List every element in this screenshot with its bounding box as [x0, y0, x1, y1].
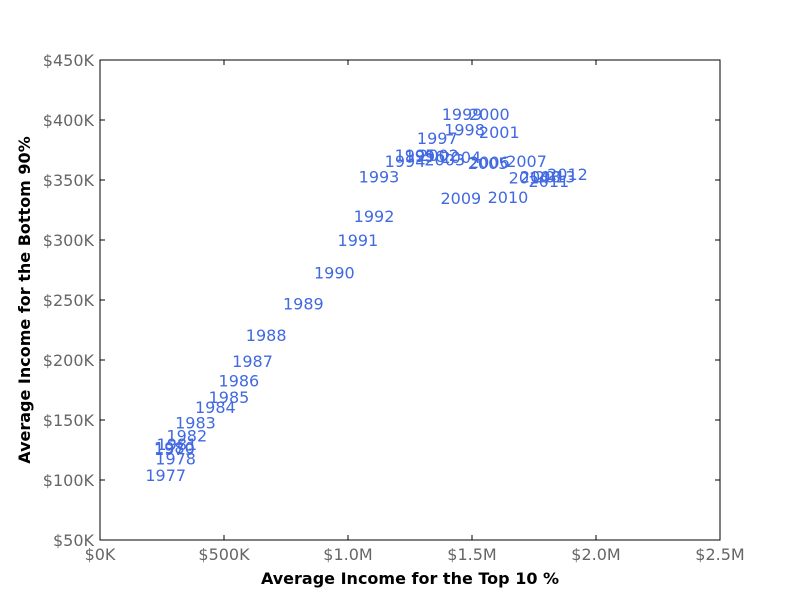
data-point-label: 2004 — [440, 148, 481, 167]
y-tick-label: $150K — [43, 411, 95, 430]
data-point-label: 1991 — [338, 231, 379, 250]
data-point-label: 1980 — [154, 439, 195, 458]
data-point-label: 1982 — [166, 427, 207, 446]
data-point-labels: 1977197819791980198119821983198419851986… — [145, 105, 587, 485]
data-point-label: 1997 — [417, 129, 458, 148]
data-point-label: 1988 — [246, 326, 287, 345]
data-point-label: 2013 — [535, 167, 576, 186]
x-tick-label: $1.5M — [447, 545, 496, 564]
data-point-label: 1985 — [209, 388, 250, 407]
data-point-label: 1993 — [359, 167, 400, 186]
y-tick-label: $200K — [43, 351, 95, 370]
x-tick-label: $1.0M — [323, 545, 372, 564]
data-point-label: 1995 — [395, 146, 436, 165]
data-point-label: 1992 — [354, 207, 395, 226]
data-point-label: 2007 — [506, 152, 547, 171]
x-axis-title: Average Income for the Top 10 % — [261, 569, 559, 588]
data-point-label: 1990 — [314, 263, 355, 282]
data-point-label: 2011 — [529, 172, 570, 191]
data-point-label: 1986 — [219, 371, 260, 390]
y-tick-label: $100K — [43, 471, 95, 490]
data-point-label: 2001 — [479, 123, 520, 142]
data-point-label: 2005 — [468, 154, 509, 173]
y-tick-label: $250K — [43, 291, 95, 310]
data-point-label: 2010 — [488, 188, 529, 207]
y-tick-label: $350K — [43, 171, 95, 190]
data-point-label: 2003 — [424, 151, 465, 170]
data-point-label: 1983 — [175, 413, 216, 432]
data-point-label: 2000 — [469, 105, 510, 124]
data-point-label: 1979 — [154, 440, 195, 459]
data-point-label: 1999 — [442, 105, 483, 124]
data-point-label: 2009 — [440, 189, 481, 208]
x-tick-label: $0K — [85, 545, 116, 564]
data-point-label: 2006 — [469, 153, 510, 172]
y-tick-label: $50K — [53, 531, 95, 550]
x-tick-label: $2.5M — [695, 545, 744, 564]
y-tick-label: $300K — [43, 231, 95, 250]
y-tick-label: $400K — [43, 111, 95, 130]
data-point-label: 1977 — [145, 466, 186, 485]
data-point-label: 1978 — [155, 449, 196, 468]
data-point-label: 1981 — [157, 435, 198, 454]
x-tick-label: $2.0M — [571, 545, 620, 564]
data-point-label: 1984 — [195, 398, 236, 417]
data-point-label: 2014 — [509, 169, 550, 188]
data-point-label: 1989 — [283, 295, 324, 314]
data-point-label: 1998 — [444, 121, 485, 140]
data-point-label: 2012 — [547, 165, 588, 184]
data-point-label: 1987 — [232, 352, 273, 371]
data-point-label: 1994 — [385, 152, 426, 171]
y-tick-label: $450K — [43, 51, 95, 70]
data-point-label: 1996 — [405, 147, 446, 166]
x-tick-label: $500K — [198, 545, 250, 564]
axis-tick-labels: $0K $500K $1.0M $1.5M $2.0M $2.5M $50K $100K $15… — [43, 51, 745, 564]
plot-frame — [99, 59, 721, 541]
y-axis-title: Average Income for the Bottom 90% — [15, 136, 34, 463]
data-point-label: 2008 — [520, 167, 561, 186]
data-point-label: 2002 — [418, 146, 459, 165]
